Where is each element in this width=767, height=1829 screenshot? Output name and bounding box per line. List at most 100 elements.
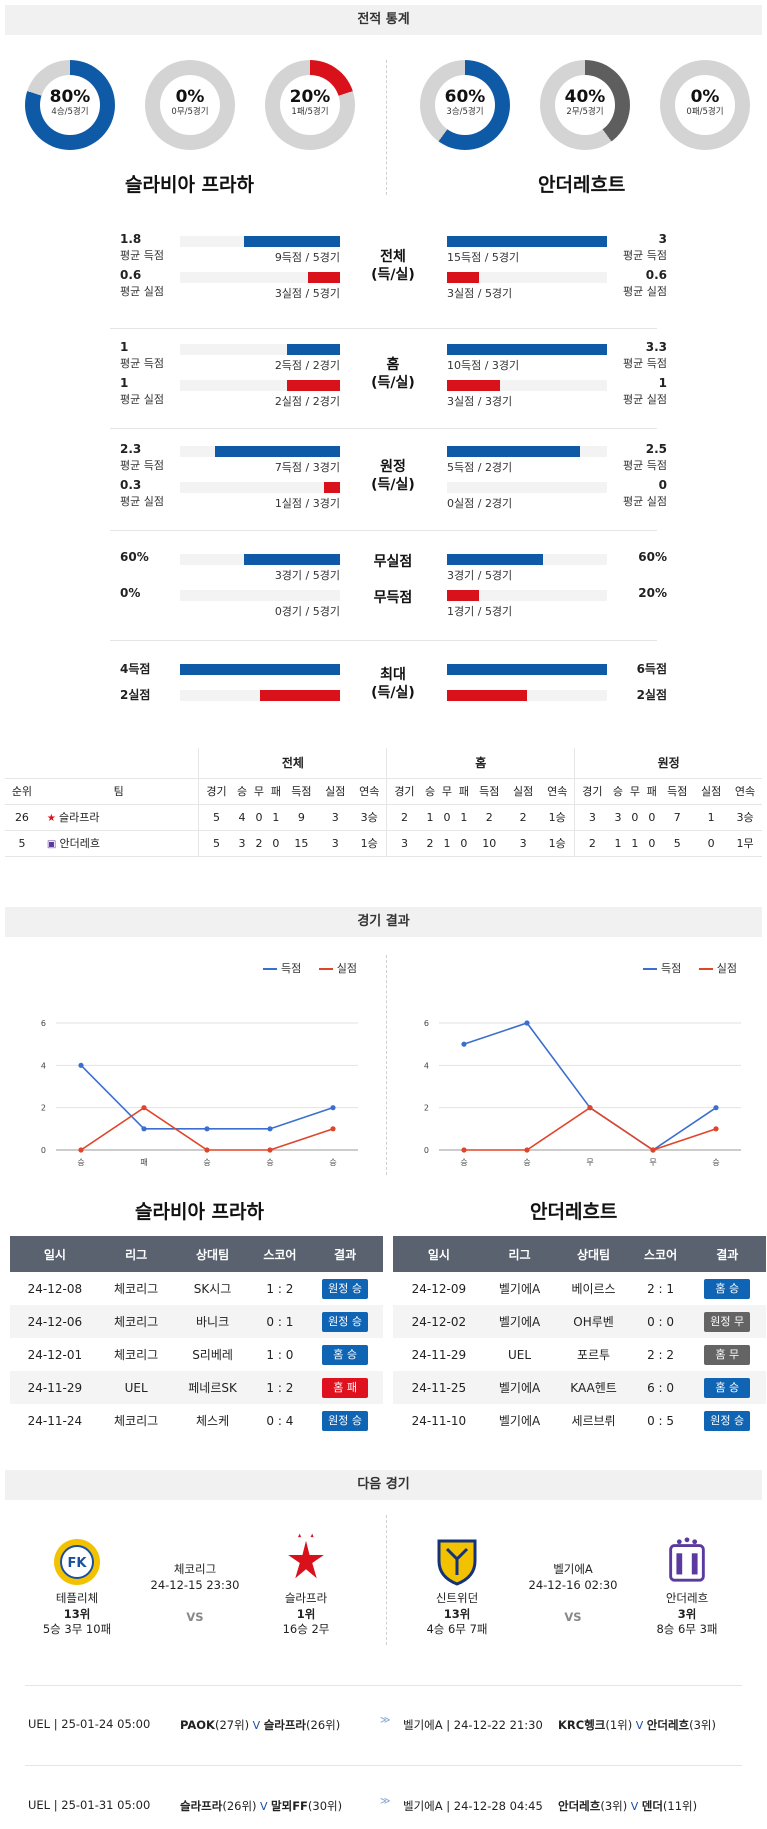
upcoming-rank: (11위) bbox=[662, 1799, 698, 1813]
results-row[interactable]: 24-12-08 체코리그 SK시그 1 : 2 원정 승 bbox=[10, 1272, 383, 1305]
away-bar-track bbox=[447, 236, 607, 247]
standings-team[interactable]: ★ 슬라프라 bbox=[38, 804, 200, 831]
home-stat-detail: 9득점 / 5경기 bbox=[274, 251, 340, 264]
standings-group-header: 전체 홈 원정 bbox=[5, 748, 762, 779]
data-point-conceded[interactable] bbox=[713, 1126, 719, 1132]
results-header: 일시 리그 상대팀 스코어 결과 bbox=[393, 1236, 766, 1272]
category-label-sub: (득/실) bbox=[371, 685, 415, 701]
standings-cell: 3 bbox=[318, 830, 353, 857]
data-point-scored[interactable] bbox=[204, 1126, 210, 1132]
standings-cell: 7 bbox=[660, 804, 695, 831]
results-row[interactable]: 24-11-25 벨기에A KAA헨트 6 : 0 홈 승 bbox=[393, 1371, 766, 1404]
standings-cell: 15 bbox=[284, 830, 319, 857]
data-point-scored[interactable] bbox=[141, 1126, 147, 1132]
x-tick-label: 무 bbox=[586, 1158, 593, 1167]
data-point-conceded[interactable] bbox=[650, 1147, 656, 1153]
divider bbox=[25, 1765, 742, 1766]
results-cell: 0 : 0 bbox=[632, 1305, 689, 1338]
upcoming-match-teams[interactable]: KRC헹크(1위) V 안더레흐(3위) bbox=[558, 1717, 716, 1733]
y-tick-label: 2 bbox=[41, 1104, 46, 1113]
upcoming-match-teams[interactable]: 안더레흐(3위) V 덴더(11위) bbox=[558, 1798, 697, 1814]
upcoming-match-info: 벨기에A | 24-12-22 21:30 bbox=[403, 1718, 543, 1732]
home-stat-value: 1 bbox=[120, 376, 129, 390]
donut-center: 0% 0무/5경기 bbox=[160, 75, 220, 135]
results-cell[interactable]: SK시그 bbox=[193, 1282, 232, 1296]
away-stat-detail: 1경기 / 5경기 bbox=[447, 605, 513, 618]
results-row[interactable]: 24-12-01 체코리그 S리베레 1 : 0 홈 승 bbox=[10, 1338, 383, 1371]
upcoming-match-teams[interactable]: 슬라프라(26위) V 말뫼FF(30위) bbox=[180, 1798, 342, 1814]
next-home-team[interactable]: 테플리체 bbox=[55, 1591, 99, 1605]
standings-col: 득점 bbox=[284, 778, 319, 805]
legend-swatch-scored bbox=[643, 968, 657, 970]
data-point-conceded[interactable] bbox=[141, 1105, 147, 1111]
results-row[interactable]: 24-11-29 UEL 포르투 2 : 2 홈 무 bbox=[393, 1338, 766, 1371]
upcoming-match-teams[interactable]: PAOK(27위) V 슬라프라(26위) bbox=[180, 1717, 340, 1733]
standings-team[interactable]: ▣ 안더레흐 bbox=[38, 830, 200, 857]
away-bar bbox=[447, 236, 607, 247]
data-point-scored[interactable] bbox=[461, 1041, 467, 1047]
standings-cell: 26 bbox=[5, 804, 39, 831]
results-cell[interactable]: 포르투 bbox=[576, 1348, 611, 1362]
results-cell[interactable]: S리베레 bbox=[192, 1348, 233, 1362]
data-point-conceded[interactable] bbox=[204, 1147, 210, 1153]
results-row[interactable]: 24-12-09 벨기에A 베이르스 2 : 1 홈 승 bbox=[393, 1272, 766, 1305]
results-cell[interactable]: 페네르SK bbox=[172, 1371, 253, 1404]
results-row[interactable]: 24-11-29 UEL 페네르SK 1 : 2 홈 패 bbox=[10, 1371, 383, 1404]
data-point-conceded[interactable] bbox=[461, 1147, 467, 1153]
data-point-conceded[interactable] bbox=[330, 1126, 336, 1132]
results-cell[interactable]: KAA헨트 bbox=[554, 1371, 633, 1404]
results-row[interactable]: 24-11-10 벨기에A 세르브뤼 0 : 5 원정 승 bbox=[393, 1404, 766, 1437]
data-point-conceded[interactable] bbox=[78, 1147, 84, 1153]
results-cell: 0 : 5 bbox=[647, 1413, 675, 1428]
category-label-main: 최대 bbox=[380, 667, 406, 683]
data-point-conceded[interactable] bbox=[524, 1147, 530, 1153]
away-bar-track bbox=[447, 590, 607, 601]
result-cell: 홈 승 bbox=[307, 1338, 383, 1371]
data-point-scored[interactable] bbox=[713, 1105, 719, 1111]
legend-conceded: 실점 bbox=[716, 962, 737, 975]
upcoming-rank: (3위) bbox=[600, 1799, 628, 1813]
results-row[interactable]: 24-12-02 벨기에A OH루벤 0 : 0 원정 무 bbox=[393, 1305, 766, 1338]
data-point-scored[interactable] bbox=[524, 1020, 530, 1026]
results-cell: 24-12-01 bbox=[27, 1347, 83, 1362]
category-label: 전체 (득/실) bbox=[363, 248, 423, 284]
away-stat-label: 평균 득점 bbox=[623, 357, 667, 370]
data-point-scored[interactable] bbox=[267, 1126, 273, 1132]
data-point-conceded[interactable] bbox=[587, 1105, 593, 1111]
results-cell[interactable]: OH루벤 bbox=[554, 1305, 633, 1338]
results-row[interactable]: 24-12-06 체코리그 바니크 0 : 1 원정 승 bbox=[10, 1305, 383, 1338]
standings-col: 경기 bbox=[574, 778, 610, 805]
next-away-rank: 1위 bbox=[296, 1607, 316, 1621]
chart-legend: 득점 실점 bbox=[263, 960, 357, 976]
category-label-main: 무득점 bbox=[373, 590, 413, 606]
results-cell: 0 : 4 bbox=[266, 1413, 294, 1428]
home-stat-value: 2실점 bbox=[120, 688, 151, 702]
result-cell: 원정 승 bbox=[307, 1272, 383, 1305]
away-bar bbox=[447, 272, 479, 283]
away-stat-label: 평균 실점 bbox=[623, 495, 667, 508]
results-cell[interactable]: 바니크 bbox=[172, 1305, 253, 1338]
data-point-conceded[interactable] bbox=[267, 1147, 273, 1153]
next-home-team[interactable]: 신트위던 bbox=[435, 1591, 479, 1605]
standings-cell: 3 bbox=[609, 804, 627, 831]
standings-col: 경기 bbox=[386, 778, 422, 805]
results-cell[interactable]: 체스케 bbox=[196, 1414, 230, 1428]
results-cell[interactable]: 베이르스 bbox=[571, 1282, 616, 1296]
away-stat-label: 평균 실점 bbox=[623, 285, 667, 298]
home-stat-label: 평균 실점 bbox=[120, 495, 164, 508]
next-home-record: 5승 3무 10패 bbox=[42, 1622, 112, 1636]
data-point-scored[interactable] bbox=[78, 1062, 84, 1068]
home-bar-track bbox=[180, 344, 340, 355]
standings-col: 실점 bbox=[506, 778, 541, 805]
standings-cell: 1 bbox=[626, 830, 644, 857]
category-label: 무득점 bbox=[363, 589, 423, 607]
next-away-team[interactable]: 안더레흐 bbox=[665, 1591, 709, 1605]
home-bar-track bbox=[180, 690, 340, 701]
next-away-team[interactable]: 슬라프라 bbox=[284, 1591, 328, 1605]
upcoming-team: 슬라프라 bbox=[180, 1799, 223, 1813]
results-cell[interactable]: 세르브뤼 bbox=[571, 1414, 616, 1428]
standings-cell: 3승 bbox=[728, 804, 762, 831]
standings-cell: 1승 bbox=[352, 830, 388, 857]
data-point-scored[interactable] bbox=[330, 1105, 336, 1111]
results-row[interactable]: 24-11-24 체코리그 체스케 0 : 4 원정 승 bbox=[10, 1404, 383, 1437]
